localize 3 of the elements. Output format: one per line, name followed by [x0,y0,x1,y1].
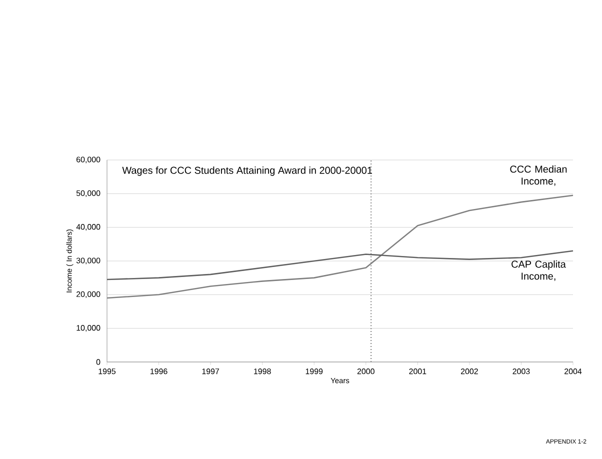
text: Wages for CCC Students Attaining Award in 2000-20001 [122,166,372,176]
series-label: CAP Caplita Income, [512,260,566,281]
series-label: CCC Median Income, [510,165,567,186]
